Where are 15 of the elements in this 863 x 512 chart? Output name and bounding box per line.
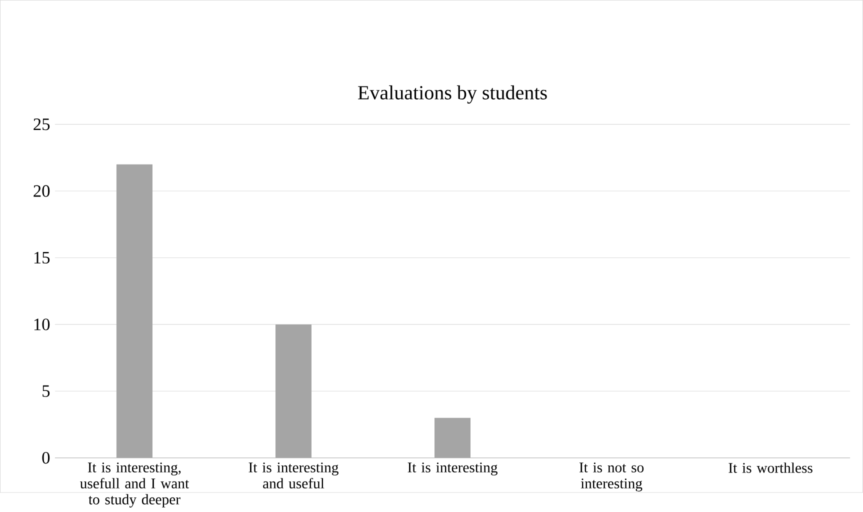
bar	[116, 164, 152, 458]
y-tick-label: 5	[42, 385, 50, 397]
x-tick-label: It is worthless	[728, 462, 812, 473]
y-tick-label: 10	[34, 318, 50, 330]
x-tick-label: It is interesting, usefull and I want to study deeper	[80, 462, 189, 508]
y-tick-label: 0	[42, 452, 50, 464]
bar	[275, 324, 312, 458]
x-tick-label: It is interesting	[408, 462, 498, 476]
y-tick-label: 15	[34, 252, 50, 264]
chart-title: Evaluations by students	[358, 85, 547, 104]
x-tick-label: It is not so interesting	[579, 462, 644, 492]
bar	[434, 418, 471, 458]
y-tick-label: 25	[34, 118, 50, 130]
y-tick-label: 20	[34, 185, 50, 197]
x-tick-label: It is interesting and useful	[248, 462, 338, 488]
